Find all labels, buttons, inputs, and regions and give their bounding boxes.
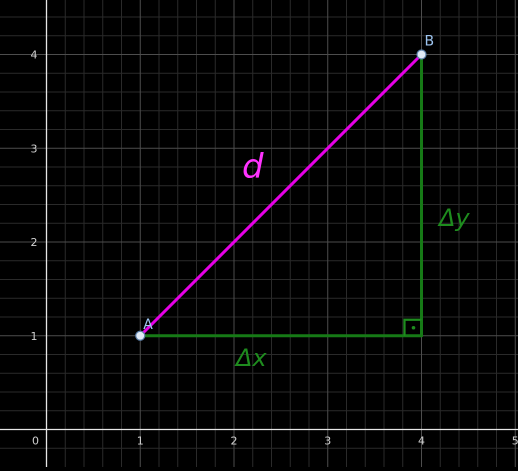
x-tick-label: 5 [512,435,518,448]
point-label-a: A [143,317,153,333]
triangle-segments [140,55,421,336]
tick-labels: 0 1 2 3 4 5 1 2 3 4 [31,49,518,448]
point-label-b: B [425,34,435,50]
delta-y-label: Δy [437,204,470,232]
d-label: d [242,147,264,187]
y-tick-label: 3 [31,142,38,155]
y-tick-label: 4 [31,49,38,62]
x-tick-label: 2 [231,435,238,448]
hypotenuse-d [140,55,421,336]
right-angle-marker [405,320,421,335]
x-tick-label: 4 [418,435,425,448]
delta-x-label: Δx [234,344,267,372]
handwritten-annotations: d Δx Δy [234,147,470,372]
right-angle-dot [412,326,416,330]
x-tick-label: 0 [32,435,39,448]
x-tick-label: 3 [324,435,331,448]
point-b [417,50,426,59]
y-tick-label: 1 [31,330,38,343]
x-tick-label: 1 [137,435,144,448]
y-tick-label: 2 [31,236,38,249]
